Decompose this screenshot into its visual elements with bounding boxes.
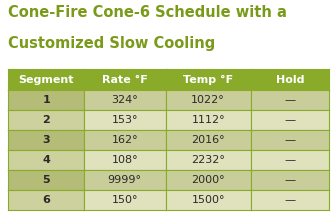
Text: Temp °F: Temp °F xyxy=(183,74,233,85)
Text: 1022°: 1022° xyxy=(191,95,225,105)
Text: 153°: 153° xyxy=(112,115,138,125)
Text: 1: 1 xyxy=(42,95,50,105)
Text: 6: 6 xyxy=(42,196,50,205)
Text: 108°: 108° xyxy=(112,155,138,165)
Text: —: — xyxy=(284,155,296,165)
Text: 2232°: 2232° xyxy=(191,155,225,165)
Text: 162°: 162° xyxy=(112,135,138,145)
Text: 3: 3 xyxy=(42,135,50,145)
Text: Hold: Hold xyxy=(276,74,304,84)
Text: 2016°: 2016° xyxy=(191,135,225,145)
Text: 1112°: 1112° xyxy=(191,115,225,125)
Text: 150°: 150° xyxy=(112,196,138,205)
Text: 1500°: 1500° xyxy=(192,196,225,205)
Text: —: — xyxy=(284,196,296,205)
Text: —: — xyxy=(284,135,296,145)
Text: 5: 5 xyxy=(42,175,50,185)
Text: Rate °F: Rate °F xyxy=(102,74,148,84)
Text: Segment: Segment xyxy=(18,74,74,84)
Text: —: — xyxy=(284,95,296,105)
Text: 2: 2 xyxy=(42,115,50,125)
Text: —: — xyxy=(284,175,296,185)
Text: Cone-Fire Cone-6 Schedule with a: Cone-Fire Cone-6 Schedule with a xyxy=(8,5,287,20)
Text: 2000°: 2000° xyxy=(191,175,225,185)
Text: 324°: 324° xyxy=(111,95,138,105)
Text: 4: 4 xyxy=(42,155,50,165)
Text: —: — xyxy=(284,115,296,125)
Text: 9999°: 9999° xyxy=(108,175,142,185)
Text: Customized Slow Cooling: Customized Slow Cooling xyxy=(8,36,216,51)
